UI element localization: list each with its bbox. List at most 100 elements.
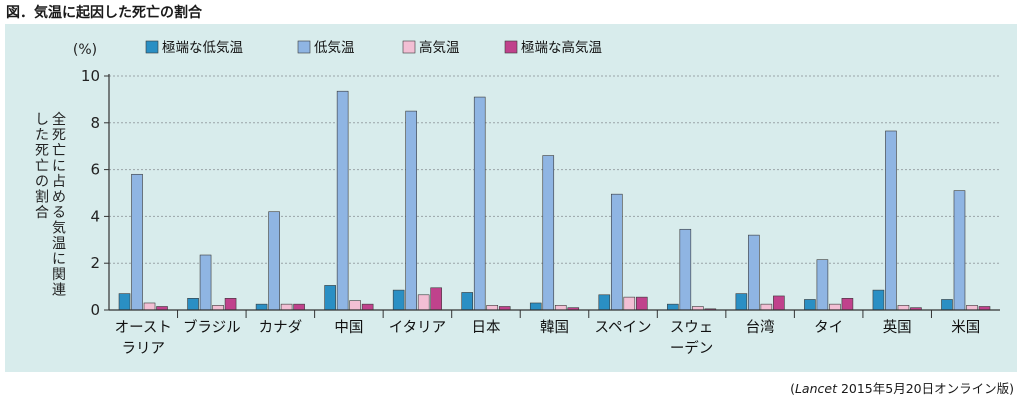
bar (829, 303, 841, 311)
bar (349, 300, 361, 311)
y-axis-title-char: 連 (52, 283, 66, 299)
legend-swatch (504, 40, 518, 54)
bar (461, 292, 474, 311)
y-axis-title-char: 死 (35, 143, 49, 159)
bar (473, 96, 486, 311)
bar (224, 297, 237, 311)
x-tick-label: カナダ (259, 319, 303, 336)
y-axis-title-char: に (52, 252, 66, 268)
y-unit-label: (%) (73, 42, 97, 58)
x-tick-label: 米国 (951, 319, 980, 336)
y-axis-title-char: 関 (52, 267, 66, 283)
x-tick-label: ラリア (122, 341, 166, 357)
x-tick-label: タイ (814, 319, 843, 336)
bar (199, 254, 212, 311)
bar (885, 130, 897, 311)
x-tick-label: スウェ (670, 319, 714, 336)
x-tick-label: 韓国 (540, 319, 569, 336)
bar (280, 303, 293, 311)
bar (635, 296, 648, 311)
x-tick-label: 中国 (334, 319, 363, 336)
bar (598, 294, 611, 311)
bar (336, 90, 349, 311)
bar (679, 228, 692, 311)
bar (118, 293, 131, 311)
y-axis-title-char: 占 (52, 174, 66, 190)
bar (212, 305, 224, 311)
bar (405, 110, 417, 311)
legend-swatch (402, 40, 416, 54)
source-journal: Lancet (794, 381, 837, 396)
bar (966, 305, 978, 311)
bar (841, 297, 854, 311)
y-tick-label: 4 (90, 207, 100, 225)
bar (872, 289, 885, 311)
bar (667, 303, 679, 311)
legend-swatch (145, 40, 159, 54)
bar (486, 305, 499, 311)
bar (773, 295, 785, 311)
bar (897, 305, 910, 311)
x-tick-label: 日本 (471, 319, 500, 336)
bar (941, 299, 953, 311)
bar (554, 305, 567, 311)
bar (293, 303, 305, 311)
bar (255, 303, 268, 311)
bar (542, 155, 555, 311)
y-tick-label: 0 (90, 301, 100, 319)
legend-label: 極端な高気温 (521, 39, 602, 56)
bar (953, 190, 966, 311)
source-open: ( (790, 381, 795, 396)
x-tick-label: スペイン (595, 320, 652, 336)
x-tick-label: ブラジル (183, 318, 241, 336)
y-tick-label: 8 (90, 114, 100, 132)
bar (816, 259, 829, 311)
bar (392, 289, 405, 311)
y-axis-title-char: め (52, 190, 66, 206)
y-axis-title-char: の (35, 174, 49, 190)
legend-label: 極端な低気温 (162, 40, 243, 56)
bar-chart: 0246810(%)全死亡に占める気温に関連した死亡の割合オーストラリアブラジル… (35, 39, 1000, 357)
y-tick-label: 2 (90, 254, 100, 272)
bar (361, 303, 374, 311)
source-citation: (Lancet 2015年5月20日オンライン版) (790, 378, 1014, 397)
bar (417, 294, 430, 311)
bar (760, 303, 773, 311)
x-tick-label: ーデン (670, 339, 714, 357)
bar (735, 293, 748, 311)
bar (187, 297, 199, 311)
x-tick-label: オースト (115, 320, 172, 336)
y-axis-title-char: し (35, 112, 49, 128)
y-axis-title-char: 合 (35, 205, 49, 221)
bar (610, 193, 623, 311)
y-axis-title-char: 温 (52, 236, 66, 252)
y-axis-title-char: る (52, 205, 66, 221)
chart-panel: 0 2 4 6 8 10 (%) 全死亡に占める気温に関連した死亡の割合オースト ラリア ブラジル… (5, 24, 1017, 372)
bar (143, 302, 156, 311)
legend-swatch (297, 40, 311, 54)
x-tick-label: イタリア (389, 319, 446, 336)
figure-title: 図．気温に起因した死亡の割合 (6, 5, 202, 21)
bar (804, 299, 816, 311)
bar (324, 285, 336, 311)
y-axis-title-char: 亡 (52, 143, 66, 159)
y-tick-label: 10 (81, 67, 100, 85)
bar (268, 211, 280, 311)
bar (131, 173, 143, 311)
bar (430, 287, 442, 311)
y-axis-title-char: た (35, 128, 49, 144)
bar (748, 234, 760, 311)
y-axis-title-char: 死 (52, 128, 66, 144)
legend-label: 低気温 (314, 40, 355, 56)
y-axis-title-char: 割 (35, 189, 49, 206)
y-axis-title-char: 気 (52, 221, 66, 237)
bar (623, 296, 636, 311)
y-tick-label: 6 (90, 161, 100, 179)
legend-label: 高気温 (419, 39, 460, 56)
source-date: 2015年5月20日オンライン版) (836, 381, 1014, 396)
bar (529, 302, 542, 311)
y-axis-title-char: に (52, 159, 66, 175)
y-axis-title-char: 亡 (35, 159, 49, 175)
x-tick-label: 台湾 (746, 319, 775, 336)
x-tick-label: 英国 (883, 318, 912, 336)
